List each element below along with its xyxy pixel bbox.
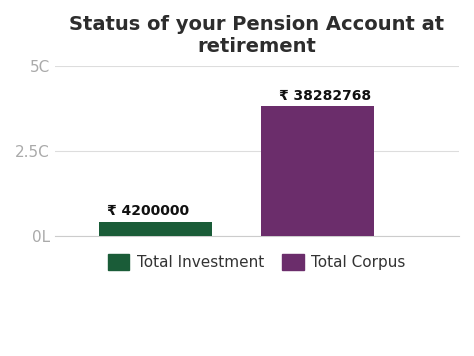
Bar bbox=[261, 106, 374, 236]
Text: ₹ 4200000: ₹ 4200000 bbox=[107, 204, 189, 218]
Bar bbox=[99, 222, 212, 236]
Title: Status of your Pension Account at
retirement: Status of your Pension Account at retire… bbox=[69, 15, 444, 56]
Text: ₹ 38282768: ₹ 38282768 bbox=[280, 89, 372, 103]
Legend: Total Investment, Total Corpus: Total Investment, Total Corpus bbox=[102, 248, 412, 276]
